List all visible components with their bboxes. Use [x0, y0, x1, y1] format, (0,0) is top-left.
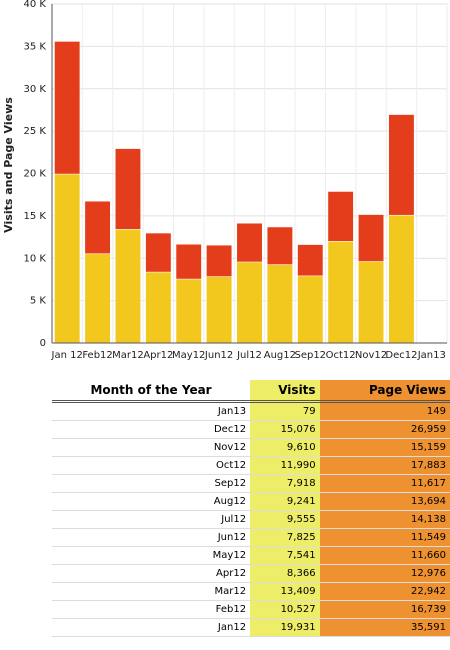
bar	[54, 173, 81, 344]
x-tick-label: Aug12	[264, 350, 296, 361]
table-cell: 12,976	[319, 564, 450, 583]
bar	[266, 264, 293, 344]
table-cell: Sep12	[52, 474, 251, 493]
table-cell: Dec12	[52, 420, 251, 439]
y-tick-label: 0	[40, 338, 46, 349]
bar	[357, 261, 385, 344]
table-cell: 13,409	[250, 582, 320, 601]
table-cell: 11,660	[319, 546, 450, 565]
x-tick-label: Oct12	[326, 350, 356, 361]
x-tick-label: Mar12	[112, 350, 144, 361]
table-row: Sep12 7,918 11,617	[52, 474, 450, 493]
y-tick-label: 15 K	[24, 211, 47, 222]
column-header: Visits	[250, 380, 320, 403]
table-cell: 15,159	[319, 438, 450, 457]
table-cell: 11,617	[319, 474, 450, 493]
table-cell: Jan13	[52, 401, 251, 421]
table-cell: 17,883	[319, 456, 450, 475]
table-cell: Mar12	[52, 582, 251, 601]
table-cell: 14,138	[319, 510, 450, 529]
y-tick-label: 25 K	[24, 126, 47, 137]
bar	[84, 253, 111, 344]
table-cell: Aug12	[52, 492, 251, 511]
y-tick-label: 30 K	[24, 84, 47, 95]
table-cell: 79	[250, 401, 320, 421]
table-cell: 7,541	[250, 546, 320, 565]
table-row: Aug12 9,241 13,694	[52, 492, 450, 511]
table-row: Jan13 79 149	[52, 401, 450, 421]
column-header: Month of the Year	[52, 380, 251, 403]
table-row: Oct12 11,990 17,883	[52, 456, 450, 475]
table-cell: Apr12	[52, 564, 251, 583]
table-cell: 11,549	[319, 528, 450, 547]
bar	[388, 214, 415, 344]
x-tick-label: Sep12	[294, 350, 326, 361]
table-cell: 11,990	[250, 456, 320, 475]
y-tick-label: 20 K	[24, 169, 47, 180]
table-row: Apr12 8,366 12,976	[52, 564, 450, 583]
table-cell: Jun12	[52, 528, 251, 547]
table-row: May12 7,541 11,660	[52, 546, 450, 565]
table-row: Nov12 9,610 15,159	[52, 438, 450, 457]
table-row: Dec12 15,076 26,959	[52, 420, 450, 439]
y-tick-label: 10 K	[24, 253, 47, 264]
table-cell: May12	[52, 546, 251, 565]
table-cell: 22,942	[319, 582, 450, 601]
table-row: Jun12 7,825 11,549	[52, 528, 450, 547]
x-tick-label: May12	[172, 350, 205, 361]
table-cell: 35,591	[319, 618, 450, 637]
x-tick-label: Jan 12	[51, 350, 83, 361]
table-row: Jan12 19,931 35,591	[52, 618, 450, 637]
bar	[114, 229, 142, 344]
x-tick-label: Dec12	[385, 350, 417, 361]
x-tick-label: Nov12	[355, 350, 387, 361]
x-tick-label: Jan13	[417, 350, 446, 361]
table-cell: Nov12	[52, 438, 251, 457]
table-cell: 19,931	[250, 618, 320, 637]
table-cell: 9,241	[250, 492, 320, 511]
bar	[175, 278, 202, 344]
x-tick-label: Apr12	[143, 350, 173, 361]
x-tick-label: Jul12	[236, 350, 262, 361]
bar	[206, 276, 233, 344]
table-cell: Jan12	[52, 618, 251, 637]
y-tick-label: 5 K	[30, 296, 47, 307]
table-cell: 26,959	[319, 420, 450, 439]
table-cell: 13,694	[319, 492, 450, 511]
table-cell: 9,610	[250, 438, 320, 457]
table-cell: 9,555	[250, 510, 320, 529]
table-cell: 10,527	[250, 600, 320, 619]
table-cell: 8,366	[250, 564, 320, 583]
y-axis-title: Visits and Page Views	[2, 97, 15, 233]
data-table: Month of the Year Visits Page Views Jan13 79…	[52, 380, 450, 637]
y-tick-label: 35 K	[24, 41, 47, 52]
table-cell: 7,918	[250, 474, 320, 493]
chart: Visits and Page Views 0 5 K 10 K 15 K 20 K 25…	[2, 0, 448, 361]
table-row: Jul12 9,555 14,138	[52, 510, 450, 529]
table-cell: Oct12	[52, 456, 251, 475]
column-header: Page Views	[319, 380, 450, 403]
bar	[297, 275, 324, 344]
table-row: Mar12 13,409 22,942	[52, 582, 450, 601]
table-row: Feb12 10,527 16,739	[52, 600, 450, 619]
bar	[327, 241, 354, 344]
table-cell: Jul12	[52, 510, 251, 529]
bar	[236, 261, 263, 344]
y-tick-label: 40 K	[24, 0, 47, 10]
table-cell: 7,825	[250, 528, 320, 547]
table-cell: 15,076	[250, 420, 320, 439]
x-tick-label: Jun12	[204, 350, 233, 361]
bar	[145, 271, 172, 344]
table-cell: 16,739	[319, 600, 450, 619]
table-cell: Feb12	[52, 600, 251, 619]
table-cell: 149	[319, 401, 450, 421]
x-tick-label: Feb12	[82, 350, 112, 361]
